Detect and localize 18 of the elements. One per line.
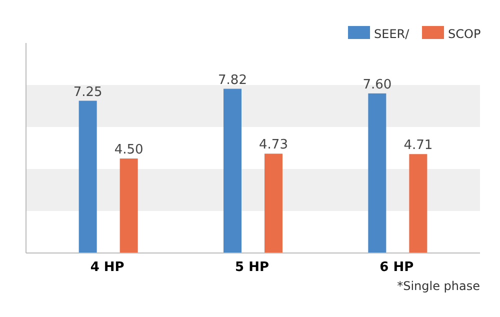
data-label: 7.60 <box>362 77 392 92</box>
x-tick-label: 4 HP <box>90 260 124 275</box>
x-tick-label: 5 HP <box>235 260 269 275</box>
bar <box>264 154 282 253</box>
bar <box>120 158 138 253</box>
data-label: 4.73 <box>259 138 288 153</box>
data-label: 4.50 <box>114 142 144 158</box>
bar <box>224 88 242 253</box>
data-label: 4.71 <box>404 138 433 154</box>
data-label: 7.25 <box>73 84 102 100</box>
bar <box>78 100 97 253</box>
x-tick-label: 6 HP <box>380 260 414 275</box>
bar <box>368 93 386 253</box>
bar <box>409 154 428 253</box>
text: *Single phase <box>397 279 480 293</box>
data-label: 7.82 <box>218 72 247 88</box>
legend-label: SEER/ <box>374 27 410 41</box>
legend-label: SCOP <box>448 27 481 41</box>
